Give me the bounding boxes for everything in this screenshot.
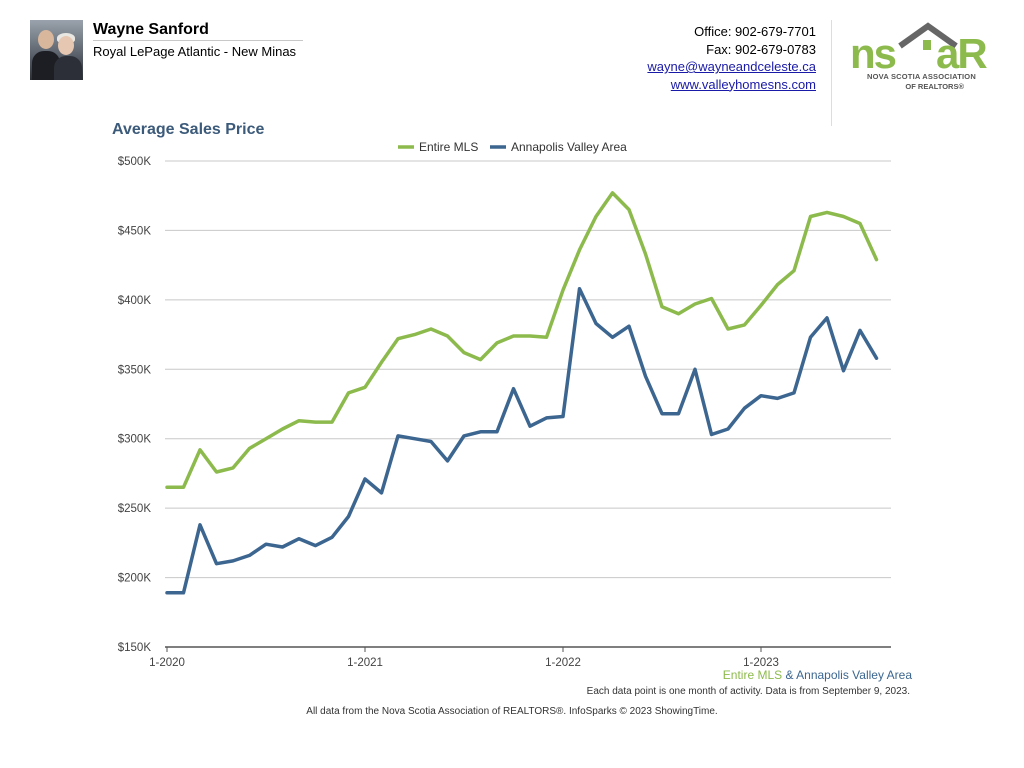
y-tick-label: $400K (118, 295, 152, 307)
logo-text-left: ns (850, 30, 896, 77)
logo-subtitle: NOVA SCOTIA ASSOCIATION (867, 72, 976, 81)
house-door-icon (923, 40, 931, 50)
y-tick-label: $450K (118, 225, 152, 237)
agent-company: Royal LePage Atlantic - New Minas (93, 44, 297, 59)
chart-title: Average Sales Price (112, 121, 265, 138)
footer-series-label: Entire MLS & Annapolis Valley Area (723, 668, 912, 682)
footer-source: All data from the Nova Scotia Associatio… (306, 706, 718, 717)
footer-series-a: Entire MLS (722, 668, 783, 682)
legend-label: Entire MLS (419, 140, 478, 154)
y-tick-label: $200K (118, 573, 152, 585)
legend-label: Annapolis Valley Area (511, 140, 627, 154)
footer-amp: & (782, 668, 797, 682)
email-link[interactable]: wayne@wayneandceleste.ca (647, 59, 816, 74)
gridlines (165, 160, 891, 648)
agent-photo (30, 20, 83, 80)
website-link[interactable]: www.valleyhomesns.com (670, 76, 816, 92)
x-tick-label: 1-2022 (545, 657, 581, 669)
x-axis: 1-2020 1-2021 1-2022 1-2023 (149, 647, 779, 669)
logo-text-right: aR (936, 30, 987, 77)
x-tick-label: 1-2021 (347, 657, 383, 669)
y-tick-label: $250K (118, 503, 152, 515)
fax-number: Fax: 902-679-0783 (706, 41, 816, 57)
logo-subtitle-2: OF REALTORS® (905, 82, 964, 91)
contact-block: Office: 902-679-7701 Fax: 902-679-0783 w… (647, 23, 816, 93)
agent-name: Wayne Sanford (93, 21, 209, 38)
legend: Entire MLS Annapolis Valley Area (398, 140, 627, 154)
x-tick-label: 1-2023 (743, 657, 779, 669)
footer-series-b: Annapolis Valley Area (796, 668, 912, 682)
y-tick-label: $300K (118, 434, 152, 446)
y-axis: $150K $200K $250K $300K $350K $400K $450K $500K (118, 156, 152, 654)
nsar-logo: ns aR (850, 22, 989, 77)
y-tick-label: $150K (118, 642, 152, 654)
series-lines (165, 191, 879, 595)
x-tick-label: 1-2020 (149, 657, 185, 669)
series-line-annapolis-valley (165, 286, 879, 595)
office-phone: Office: 902-679-7701 (694, 24, 816, 39)
y-tick-label: $350K (118, 364, 152, 376)
y-tick-label: $500K (118, 156, 152, 168)
footer-note: Each data point is one month of activity… (586, 686, 910, 697)
house-roof-icon (898, 22, 958, 49)
series-line-entire-mls (165, 191, 879, 490)
divider (93, 40, 303, 41)
vertical-divider (831, 20, 832, 126)
